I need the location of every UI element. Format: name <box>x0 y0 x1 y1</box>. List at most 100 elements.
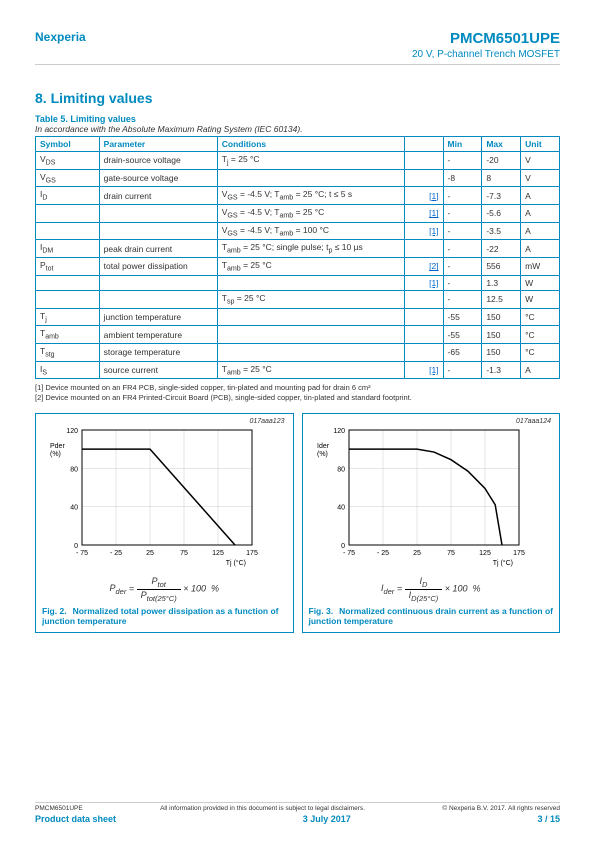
figure-2-caption: Fig. 2.Normalized total power dissipatio… <box>42 606 287 626</box>
cell-param <box>99 275 217 290</box>
cell-max: 556 <box>482 258 521 276</box>
table-row: ISsource currentTamb = 25 °C[1]--1.3A <box>36 361 560 379</box>
cell-cond: VGS = -4.5 V; Tamb = 100 °C <box>217 222 404 240</box>
cell-param: peak drain current <box>99 240 217 258</box>
cell-max: 12.5 <box>482 290 521 308</box>
cell-ref: [1] <box>404 205 443 223</box>
table-row: Tsp = 25 °C-12.5W <box>36 290 560 308</box>
svg-text:- 75: - 75 <box>342 550 354 557</box>
cell-unit: A <box>521 361 560 379</box>
th-6: Unit <box>521 137 560 152</box>
figure-3-caption-text: Normalized continuous drain current as a… <box>309 606 554 626</box>
table-head: SymbolParameterConditionsMinMaxUnit <box>36 137 560 152</box>
cell-param: drain-source voltage <box>99 152 217 170</box>
footer-top-center: All information provided in this documen… <box>160 805 365 812</box>
cell-param: ambient temperature <box>99 326 217 344</box>
cell-ref <box>404 343 443 361</box>
footer-top-right: © Nexperia B.V. 2017. All rights reserve… <box>442 805 560 812</box>
cell-cond: VGS = -4.5 V; Tamb = 25 °C; t ≤ 5 s <box>217 187 404 205</box>
th-3 <box>404 137 443 152</box>
cell-symbol: Tamb <box>36 326 100 344</box>
svg-text:Tj (°C): Tj (°C) <box>492 559 512 567</box>
cell-symbol <box>36 205 100 223</box>
cell-min: - <box>443 275 482 290</box>
cell-max: -3.5 <box>482 222 521 240</box>
chart-svg: - 75- 25257512517504080120Ider(%)Tj (°C) <box>309 420 529 570</box>
product-name: PMCM6501UPE <box>412 30 560 47</box>
cell-min: - <box>443 152 482 170</box>
cell-param <box>99 222 217 240</box>
cell-cond <box>217 326 404 344</box>
cell-max: -20 <box>482 152 521 170</box>
cell-symbol: Tj <box>36 308 100 326</box>
cell-ref: [1] <box>404 222 443 240</box>
svg-text:80: 80 <box>337 466 345 473</box>
cell-ref <box>404 169 443 187</box>
th-2: Conditions <box>217 137 404 152</box>
cell-unit: V <box>521 169 560 187</box>
cell-min: - <box>443 222 482 240</box>
cell-max: 8 <box>482 169 521 187</box>
svg-text:25: 25 <box>413 550 421 557</box>
cell-max: -22 <box>482 240 521 258</box>
svg-text:40: 40 <box>337 504 345 511</box>
figure-2-num: Fig. 2. <box>42 606 67 616</box>
table-row: IDMpeak drain currentTamb = 25 °C; singl… <box>36 240 560 258</box>
figure-3-chart: - 75- 25257512517504080120Ider(%)Tj (°C) <box>309 420 554 572</box>
table-row: IDdrain currentVGS = -4.5 V; Tamb = 25 °… <box>36 187 560 205</box>
chart-svg: - 75- 25257512517504080120Pder(%)Tj (°C) <box>42 420 262 570</box>
figures-row: 017aaa123 - 75- 25257512517504080120Pder… <box>35 413 560 634</box>
table-row: Tstgstorage temperature-65150°C <box>36 343 560 361</box>
cell-unit: A <box>521 240 560 258</box>
cell-cond <box>217 169 404 187</box>
footnote: [1] Device mounted on an FR4 PCB, single… <box>35 383 560 393</box>
svg-text:75: 75 <box>180 550 188 557</box>
cell-param: gate-source voltage <box>99 169 217 187</box>
figure-3-id: 017aaa124 <box>516 418 551 425</box>
product-subtitle: 20 V, P-channel Trench MOSFET <box>412 49 560 60</box>
cell-param: source current <box>99 361 217 379</box>
cell-ref <box>404 152 443 170</box>
section-title: 8. Limiting values <box>35 90 560 106</box>
cell-cond <box>217 275 404 290</box>
footer-bot-center: 3 July 2017 <box>303 814 351 824</box>
svg-text:(%): (%) <box>317 451 328 458</box>
svg-text:Tj (°C): Tj (°C) <box>226 559 246 567</box>
table-row: VGS = -4.5 V; Tamb = 25 °C[1]--5.6A <box>36 205 560 223</box>
footer-bot-right: 3 / 15 <box>537 814 560 824</box>
cell-ref <box>404 240 443 258</box>
cell-unit: °C <box>521 343 560 361</box>
cell-param: storage temperature <box>99 343 217 361</box>
cell-unit: mW <box>521 258 560 276</box>
svg-text:(%): (%) <box>50 451 61 458</box>
figure-3: 017aaa124 - 75- 25257512517504080120Ider… <box>302 413 561 634</box>
cell-param <box>99 205 217 223</box>
figure-3-formula: Ider = IDID(25°C) × 100 % <box>309 576 554 603</box>
cell-ref <box>404 326 443 344</box>
cell-min: -8 <box>443 169 482 187</box>
cell-cond: Tamb = 25 °C <box>217 258 404 276</box>
svg-text:40: 40 <box>70 504 78 511</box>
svg-text:Ider: Ider <box>317 443 330 450</box>
cell-cond <box>217 308 404 326</box>
svg-text:0: 0 <box>74 543 78 550</box>
cell-symbol <box>36 290 100 308</box>
brand: Nexperia <box>35 30 86 60</box>
table-row: VGS = -4.5 V; Tamb = 100 °C[1]--3.5A <box>36 222 560 240</box>
cell-min: - <box>443 290 482 308</box>
cell-symbol: Ptot <box>36 258 100 276</box>
cell-max: 150 <box>482 326 521 344</box>
table-row: [1]-1.3W <box>36 275 560 290</box>
cell-unit: A <box>521 187 560 205</box>
footnote: [2] Device mounted on an FR4 Printed-Cir… <box>35 393 560 403</box>
cell-ref <box>404 308 443 326</box>
cell-max: 150 <box>482 343 521 361</box>
section-title-text: Limiting values <box>51 90 153 106</box>
cell-ref: [1] <box>404 275 443 290</box>
svg-text:- 25: - 25 <box>110 550 122 557</box>
cell-ref <box>404 290 443 308</box>
cell-param: drain current <box>99 187 217 205</box>
cell-symbol: ID <box>36 187 100 205</box>
svg-text:175: 175 <box>513 550 525 557</box>
cell-symbol <box>36 222 100 240</box>
